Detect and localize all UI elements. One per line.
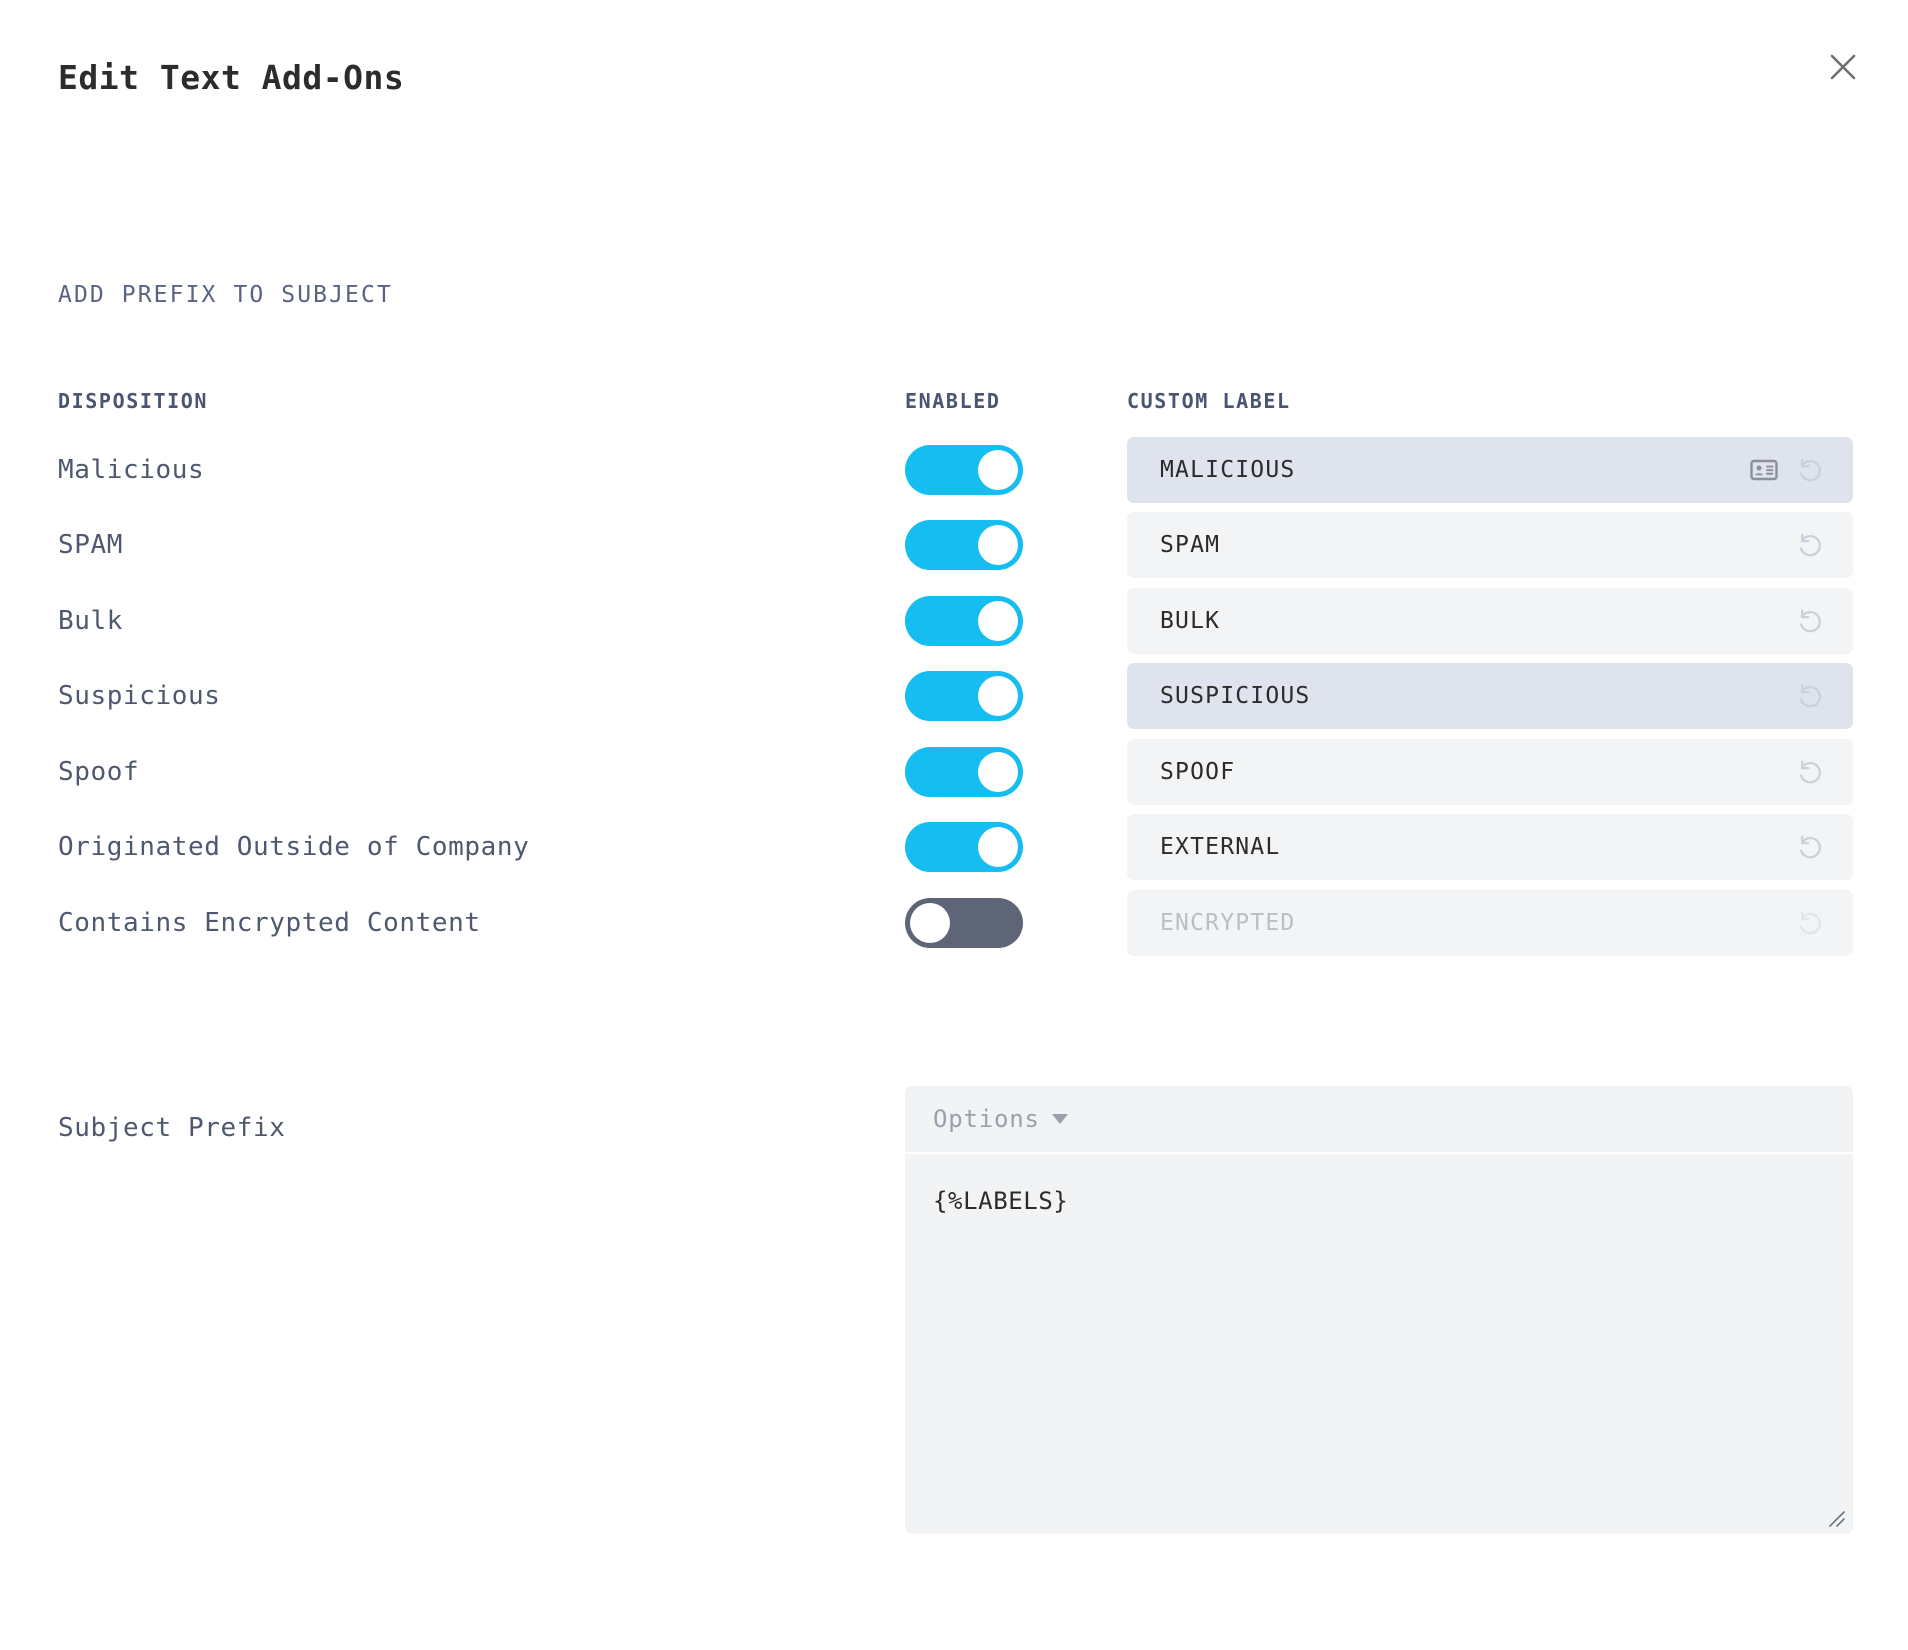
field-icon-group (1794, 756, 1853, 788)
section-heading: ADD PREFIX TO SUBJECT (58, 282, 393, 308)
custom-label-value: BULK (1160, 608, 1221, 634)
table-row: Spoof SPOOF (0, 739, 1908, 805)
custom-label-input[interactable]: SPOOF (1127, 739, 1853, 805)
reset-icon-glyph (1800, 609, 1821, 633)
disposition-label: Contains Encrypted Content (58, 908, 481, 938)
custom-label-value: EXTERNAL (1160, 834, 1281, 860)
reset-icon[interactable] (1794, 756, 1826, 788)
disposition-label: Spoof (58, 757, 140, 787)
reset-icon[interactable] (1794, 680, 1826, 712)
toggle-knob (910, 903, 950, 943)
custom-label-input[interactable]: EXTERNAL (1127, 814, 1853, 880)
reset-icon-glyph (1800, 458, 1821, 482)
editor-toolbar: Options (905, 1086, 1853, 1152)
enabled-toggle[interactable] (905, 445, 1023, 495)
enabled-toggle[interactable] (905, 596, 1023, 646)
table-row: Originated Outside of Company EXTERNAL (0, 814, 1908, 880)
custom-label-value: SUSPICIOUS (1160, 683, 1311, 709)
custom-label-input[interactable]: SPAM (1127, 512, 1853, 578)
disposition-label: Bulk (58, 606, 124, 636)
table-row: Bulk BULK (0, 588, 1908, 654)
toggle-knob (978, 827, 1018, 867)
close-icon-glyph (1830, 54, 1856, 80)
options-button[interactable]: Options (933, 1105, 1068, 1133)
reset-icon[interactable] (1794, 831, 1826, 863)
column-header-disposition: DISPOSITION (58, 389, 209, 413)
page-title: Edit Text Add-Ons (58, 58, 405, 97)
table-row: Contains Encrypted Content ENCRYPTED (0, 890, 1908, 956)
contact-card-icon-glyph (1750, 459, 1778, 481)
enabled-toggle[interactable] (905, 747, 1023, 797)
reset-icon[interactable] (1794, 605, 1826, 637)
subject-prefix-textarea[interactable]: {%LABELS} (905, 1152, 1853, 1534)
enabled-toggle[interactable] (905, 822, 1023, 872)
disposition-label: Malicious (58, 455, 205, 485)
reset-icon-glyph (1800, 760, 1821, 784)
reset-icon-glyph (1800, 533, 1821, 557)
table-row: Suspicious SUSPICIOUS (0, 663, 1908, 729)
enabled-toggle[interactable] (905, 898, 1023, 948)
toggle-knob (978, 676, 1018, 716)
custom-label-input[interactable]: BULK (1127, 588, 1853, 654)
reset-icon[interactable] (1794, 454, 1826, 486)
chevron-down-icon (1051, 1114, 1068, 1124)
field-icon-group (1794, 680, 1853, 712)
subject-prefix-value: {%LABELS} (933, 1187, 1069, 1215)
custom-label-input[interactable]: SUSPICIOUS (1127, 663, 1853, 729)
field-icon-group (1794, 529, 1853, 561)
resize-handle-glyph (1829, 1511, 1845, 1527)
reset-icon[interactable] (1794, 529, 1826, 561)
reset-icon-glyph (1800, 684, 1821, 708)
disposition-label: Suspicious (58, 681, 221, 711)
toggle-knob (978, 450, 1018, 490)
column-header-enabled: ENABLED (905, 389, 1001, 413)
custom-label-input[interactable]: MALICIOUS (1127, 437, 1853, 503)
custom-label-input[interactable]: ENCRYPTED (1127, 890, 1853, 956)
table-row: SPAM SPAM (0, 512, 1908, 578)
field-icon-group (1794, 907, 1853, 939)
disposition-label: Originated Outside of Company (58, 832, 530, 862)
resize-handle-icon[interactable] (1824, 1506, 1846, 1528)
custom-label-value: SPAM (1160, 532, 1221, 558)
field-icon-group (1748, 454, 1853, 486)
contact-card-icon[interactable] (1748, 454, 1780, 486)
enabled-toggle[interactable] (905, 520, 1023, 570)
table-row: Malicious MALICIOUS (0, 437, 1908, 503)
close-icon[interactable] (1816, 40, 1870, 94)
custom-label-value: SPOOF (1160, 759, 1236, 785)
subject-prefix-label: Subject Prefix (58, 1113, 286, 1143)
reset-icon[interactable] (1794, 907, 1826, 939)
toggle-knob (978, 525, 1018, 565)
reset-icon-glyph (1800, 911, 1821, 935)
toggle-knob (978, 601, 1018, 641)
subject-prefix-editor: Options {%LABELS} (905, 1086, 1853, 1534)
custom-label-value: MALICIOUS (1160, 457, 1296, 483)
reset-icon-glyph (1800, 835, 1821, 859)
options-button-label: Options (933, 1105, 1040, 1133)
dialog-header: Edit Text Add-Ons (0, 0, 1908, 150)
column-header-custom-label: CUSTOM LABEL (1127, 389, 1291, 413)
toggle-knob (978, 752, 1018, 792)
field-icon-group (1794, 605, 1853, 637)
disposition-label: SPAM (58, 530, 124, 560)
enabled-toggle[interactable] (905, 671, 1023, 721)
field-icon-group (1794, 831, 1853, 863)
custom-label-value: ENCRYPTED (1160, 910, 1296, 936)
